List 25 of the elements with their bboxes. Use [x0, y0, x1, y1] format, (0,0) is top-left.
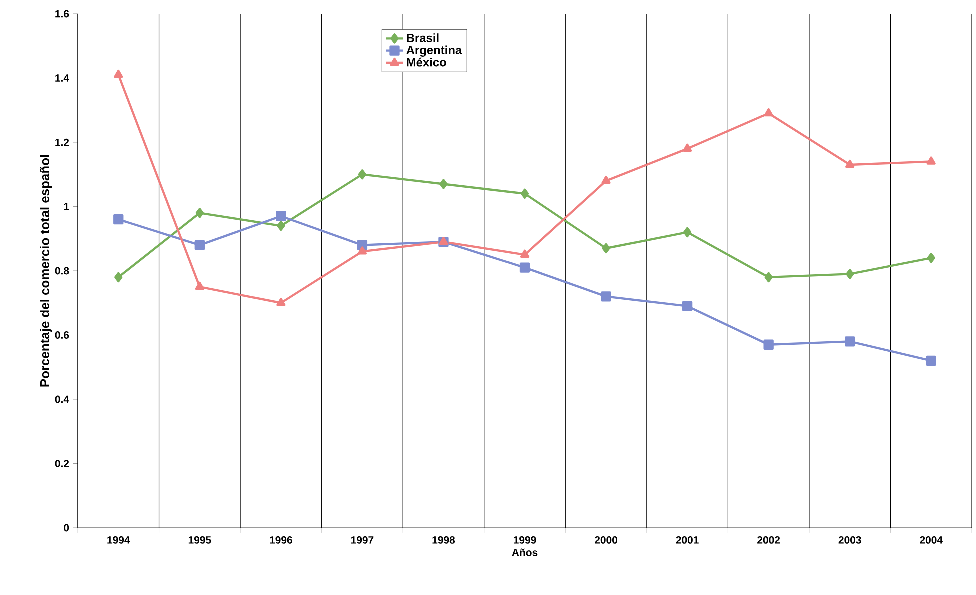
x-tick-label: 1995: [188, 536, 212, 544]
x-tick-label: 2004: [920, 536, 943, 544]
x-tick-label: 2001: [676, 536, 699, 544]
legend-label: México: [407, 58, 446, 67]
y-tick-label: 0.8: [55, 267, 70, 275]
x-tick-label: 1999: [514, 536, 536, 544]
y-tick-label: 1: [64, 203, 70, 210]
y-tick-label: 0.4: [55, 396, 70, 404]
x-tick-label: 2003: [838, 536, 862, 544]
y-tick-label: 0: [64, 524, 70, 532]
legend-label: Argentina: [406, 46, 462, 57]
y-tick-label: 1.4: [56, 74, 70, 82]
legend-label: Brasil: [407, 34, 439, 42]
y-tick-label: 0.6: [55, 332, 70, 339]
x-tick-label: 1998: [432, 536, 456, 544]
y-tick-label: 1.2: [56, 138, 70, 146]
x-tick-label: 1997: [351, 536, 374, 544]
x-tick-label: 2000: [595, 536, 618, 544]
x-axis-title: Años: [512, 548, 538, 556]
x-tick-label: 2002: [758, 536, 780, 544]
y-tick-label: 0.2: [55, 460, 70, 468]
x-tick-label: 1996: [270, 536, 292, 544]
y-axis-title: Porcentaje del comercio total español: [40, 155, 52, 387]
x-tick-label: 1994: [108, 536, 130, 544]
y-tick-label: 1.6: [56, 10, 70, 18]
